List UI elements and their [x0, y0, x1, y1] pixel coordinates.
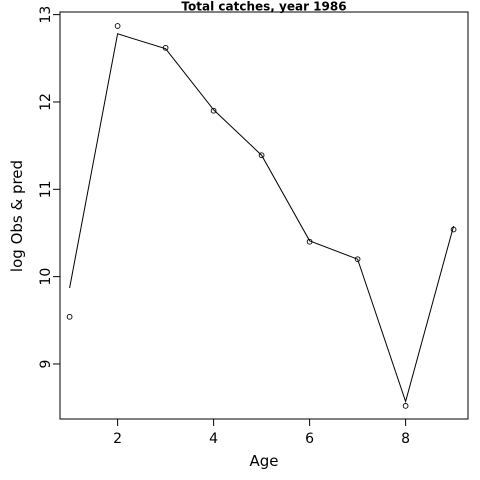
- y-tick-label: 12: [38, 93, 54, 111]
- observed-point: [210, 107, 217, 114]
- x-tick-label: 2: [113, 431, 122, 447]
- x-tick-label: 8: [401, 431, 410, 447]
- predicted-line: [69, 33, 455, 404]
- series-layer: [66, 23, 457, 409]
- observed-point: [258, 152, 265, 159]
- observed-point: [114, 23, 121, 29]
- y-tick-label: 11: [38, 180, 54, 198]
- y-tick-label: 9: [38, 360, 54, 369]
- x-tick-label: 6: [305, 431, 314, 447]
- y-tick-label: 10: [38, 268, 54, 286]
- y-tick-label: 13: [38, 6, 54, 24]
- observed-point: [354, 256, 361, 263]
- chart-title: Total catches, year 1986: [181, 0, 346, 14]
- x-tick-label: 4: [209, 431, 218, 447]
- plot-frame: [59, 11, 469, 420]
- y-axis-title: log Obs & pred: [8, 160, 26, 272]
- y-axis: 9 10 11 12 13: [38, 6, 61, 369]
- x-axis: 2 4 6 8: [113, 418, 410, 447]
- observed-point: [66, 313, 73, 320]
- observed-point: [402, 403, 409, 409]
- x-axis-title: Age: [249, 452, 278, 470]
